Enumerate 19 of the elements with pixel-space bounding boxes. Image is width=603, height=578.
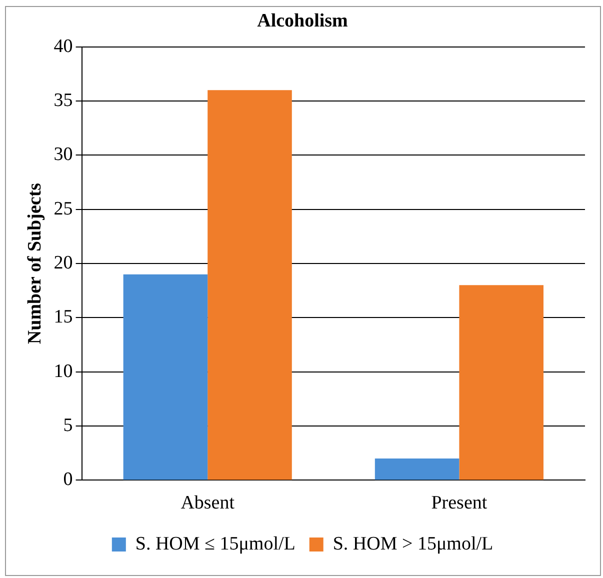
y-axis-title: Number of Subjects [24,182,46,344]
legend-label: S. HOM > 15μmol/L [332,533,494,554]
y-tick-label: 0 [63,469,73,490]
y-tick-label: 10 [54,360,73,382]
x-tick-label: Present [431,492,488,514]
y-tick-label: 30 [54,144,73,166]
y-tick-label: 15 [54,306,73,328]
bar [459,285,544,480]
bar [208,90,292,480]
bar [374,458,460,480]
legend-label: S. HOM ≤ 15μmol/L [135,533,296,554]
y-tick-label: 35 [54,90,73,111]
chart-title: Alcoholism [257,10,348,32]
y-tick-label: 5 [63,415,73,436]
y-tick-label: 20 [54,252,73,274]
x-tick-label: Absent [180,492,236,514]
bar [123,274,208,480]
y-tick-label: 25 [54,198,73,220]
y-tick-label: 40 [54,36,73,57]
